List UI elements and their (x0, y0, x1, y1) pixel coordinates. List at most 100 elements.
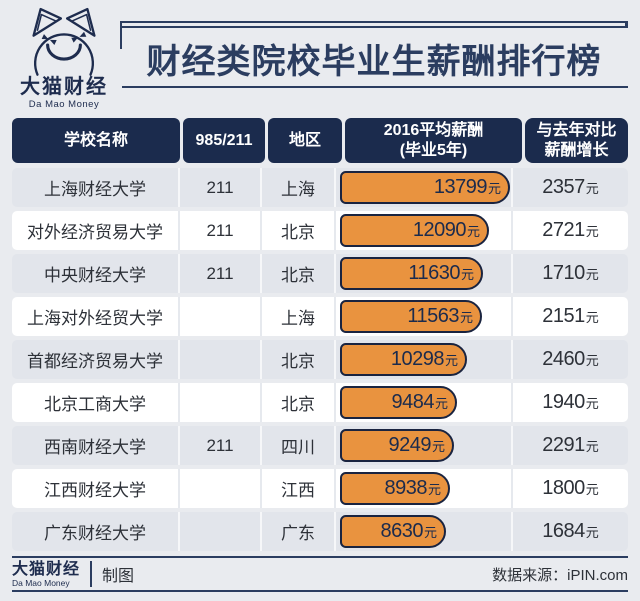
growth-cell: 1940 元 (513, 383, 628, 422)
salary-bar: 11630 元 (340, 257, 483, 290)
growth-value: 2721 (542, 219, 585, 241)
growth-unit: 元 (585, 482, 599, 497)
tag-cell (180, 340, 262, 379)
salary-unit: 元 (444, 353, 458, 368)
salary-cell: 9249 元 (336, 426, 513, 465)
title-double-rule (120, 21, 628, 28)
title-rule-left-cap (120, 21, 122, 49)
growth-value: 1710 (542, 262, 585, 284)
growth-cell: 2357 元 (513, 168, 628, 207)
salary-unit: 元 (423, 525, 437, 540)
salary-cell: 8630 元 (336, 512, 513, 551)
region-cell: 广东 (262, 512, 336, 551)
salary-value: 9249 (388, 434, 431, 456)
salary-unit: 元 (427, 482, 441, 497)
salary-bar: 10298 元 (340, 343, 467, 376)
salary-bar: 11563 元 (340, 300, 482, 333)
table-row: 首都经济贸易大学 北京 10298 元 2460 元 (12, 340, 628, 379)
brand-name-cn: 大猫财经 (20, 76, 108, 98)
school-cell: 对外经济贸易大学 (12, 211, 180, 250)
region-cell: 北京 (262, 211, 336, 250)
salary-unit: 元 (466, 224, 480, 239)
tag-cell (180, 297, 262, 336)
growth-cell: 2151 元 (513, 297, 628, 336)
growth-cell: 2460 元 (513, 340, 628, 379)
region-cell: 北京 (262, 254, 336, 293)
school-cell: 广东财经大学 (12, 512, 180, 551)
table-row: 西南财经大学 211 四川 9249 元 2291 元 (12, 426, 628, 465)
title-single-rule (122, 86, 628, 88)
growth-unit: 元 (585, 353, 599, 368)
salary-bar: 8630 元 (340, 515, 446, 548)
table-header: 学校名称 985/211 地区 2016平均薪酬 (毕业5年) 与去年对比 薪酬… (12, 118, 628, 163)
data-source: 数据来源：iPIN.com (492, 566, 628, 584)
salary-unit: 元 (460, 267, 474, 282)
cat-logo-icon (32, 7, 96, 76)
growth-unit: 元 (585, 439, 599, 454)
school-cell: 西南财经大学 (12, 426, 180, 465)
salary-value: 10298 (390, 348, 445, 370)
salary-unit: 元 (487, 181, 501, 196)
masthead: 大猫财经 Da Mao Money 财经类院校毕业生薪酬排行榜 (14, 6, 628, 112)
tag-cell: 211 (180, 254, 262, 293)
growth-value: 2151 (542, 305, 585, 327)
table-row: 上海对外经贸大学 上海 11563 元 2151 元 (12, 297, 628, 336)
school-cell: 中央财经大学 (12, 254, 180, 293)
header-985-211: 985/211 (183, 118, 265, 163)
region-cell: 上海 (262, 297, 336, 336)
table-body: 上海财经大学 211 上海 13799 元 2357 元 对外经济贸易大学 211 … (12, 168, 628, 551)
salary-value: 11563 (407, 305, 459, 327)
footer-brand-cn: 大猫财经 (12, 561, 81, 579)
footer: 大猫财经 Da Mao Money 制图 数据来源：iPIN.com (12, 556, 628, 592)
growth-cell: 1684 元 (513, 512, 628, 551)
growth-unit: 元 (585, 181, 599, 196)
brand-name-en: Da Mao Money (28, 99, 100, 110)
salary-bar: 9484 元 (340, 386, 457, 419)
growth-cell: 2721 元 (513, 211, 628, 250)
region-cell: 北京 (262, 383, 336, 422)
salary-bar: 12090 元 (340, 214, 489, 247)
salary-value: 9484 (391, 391, 434, 413)
growth-unit: 元 (585, 525, 599, 540)
salary-bar: 8938 元 (340, 472, 450, 505)
growth-unit: 元 (585, 267, 599, 282)
growth-cell: 1800 元 (513, 469, 628, 508)
region-cell: 北京 (262, 340, 336, 379)
salary-cell: 11563 元 (336, 297, 513, 336)
cat-eyes (41, 31, 87, 45)
salary-value: 8630 (380, 520, 423, 542)
salary-bar: 9249 元 (340, 429, 454, 462)
salary-unit: 元 (459, 310, 473, 325)
growth-value: 1940 (542, 391, 585, 413)
growth-value: 1684 (542, 520, 585, 542)
salary-value: 8938 (384, 477, 427, 499)
school-cell: 首都经济贸易大学 (12, 340, 180, 379)
page-title: 财经类院校毕业生薪酬排行榜 (146, 44, 602, 81)
growth-unit: 元 (585, 396, 599, 411)
school-cell: 上海财经大学 (12, 168, 180, 207)
tag-cell (180, 512, 262, 551)
growth-value: 2357 (542, 176, 585, 198)
salary-value: 13799 (433, 176, 488, 198)
school-cell: 北京工商大学 (12, 383, 180, 422)
salary-cell: 12090 元 (336, 211, 513, 250)
footer-divider (90, 561, 93, 587)
growth-unit: 元 (585, 224, 599, 239)
tag-cell: 211 (180, 168, 262, 207)
table-row: 北京工商大学 北京 9484 元 1940 元 (12, 383, 628, 422)
title-block: 财经类院校毕业生薪酬排行榜 (120, 6, 628, 112)
footer-brand-en: Da Mao Money (12, 578, 70, 589)
school-cell: 上海对外经贸大学 (12, 297, 180, 336)
salary-cell: 11630 元 (336, 254, 513, 293)
growth-unit: 元 (585, 310, 599, 325)
growth-value: 2460 (542, 348, 585, 370)
region-cell: 四川 (262, 426, 336, 465)
table-row: 上海财经大学 211 上海 13799 元 2357 元 (12, 168, 628, 207)
ranking-table: 学校名称 985/211 地区 2016平均薪酬 (毕业5年) 与去年对比 薪酬… (12, 118, 628, 555)
tag-cell: 211 (180, 211, 262, 250)
school-cell: 江西财经大学 (12, 469, 180, 508)
tag-cell: 211 (180, 426, 262, 465)
salary-value: 11630 (408, 262, 460, 284)
brand-logo: 大猫财经 Da Mao Money (14, 6, 114, 112)
